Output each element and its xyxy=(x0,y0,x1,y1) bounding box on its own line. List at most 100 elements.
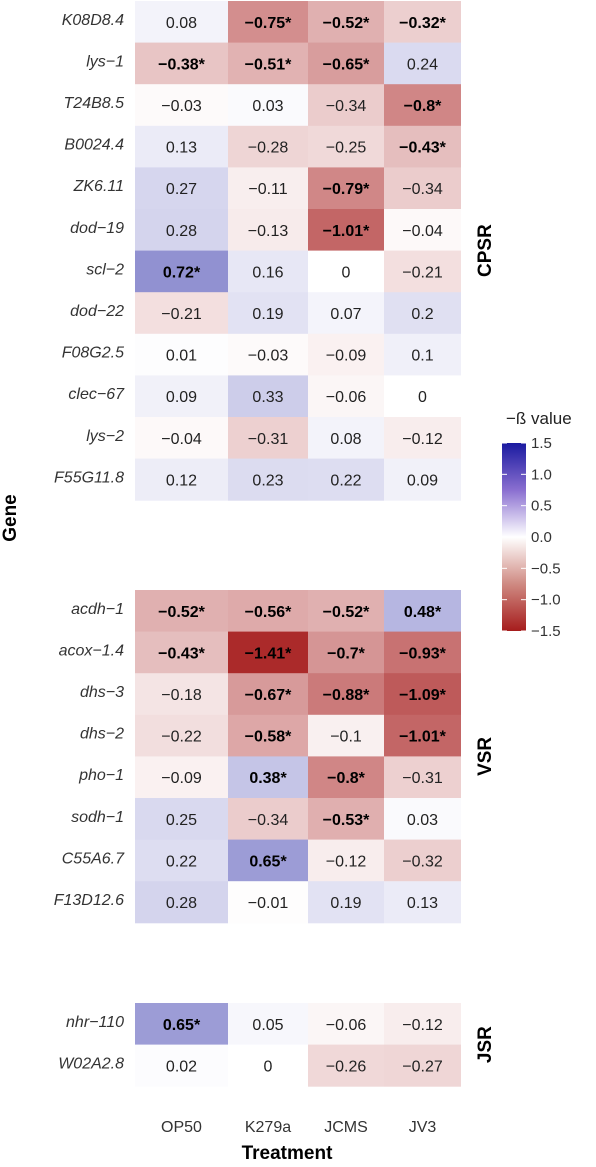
heatmap-cell xyxy=(135,1003,228,1046)
cell-value-label: 0.23 xyxy=(252,472,283,489)
cell-value-label: −0.53* xyxy=(323,812,370,829)
heatmap-cell xyxy=(135,125,228,168)
cell-value-label: 0.16 xyxy=(252,264,283,281)
cell-value-label: −0.21 xyxy=(402,264,443,281)
cell-value-label: −0.25 xyxy=(326,140,367,157)
heatmap-cell xyxy=(384,333,461,376)
heatmap-cell xyxy=(228,42,308,85)
heatmap-cell xyxy=(228,375,308,418)
gene-label: sodh−1 xyxy=(71,809,124,826)
heatmap-cell xyxy=(384,590,461,633)
colorbar-tick-label: 0.0 xyxy=(531,529,552,546)
heatmap-cell xyxy=(135,417,228,460)
heatmap-cell xyxy=(135,42,228,85)
cell-value-label: −1.41* xyxy=(245,645,292,662)
cell-value-label: −0.06 xyxy=(326,1017,367,1034)
cell-value-label: −0.12 xyxy=(402,431,443,448)
cell-value-label: 0.25 xyxy=(166,812,197,829)
cell-value-label: 0.48* xyxy=(404,604,442,621)
colorbar-tick-label: −1.0 xyxy=(531,592,561,609)
cell-value-label: 0.19 xyxy=(252,306,283,323)
cell-value-label: −0.12 xyxy=(402,1017,443,1034)
heatmap-cell xyxy=(135,839,228,882)
heatmap-cell xyxy=(228,417,308,460)
heatmap-cell xyxy=(308,1044,384,1087)
heatmap-cell xyxy=(228,167,308,210)
gene-label: acox−1.4 xyxy=(59,642,124,659)
heatmap-cell xyxy=(308,42,384,85)
cell-value-label: 0.13 xyxy=(407,895,438,912)
heatmap-cell xyxy=(135,292,228,335)
cell-value-label: 0.28 xyxy=(166,223,197,240)
heatmap-cell xyxy=(308,333,384,376)
heatmap-cell xyxy=(228,798,308,841)
heatmap-cell xyxy=(308,631,384,674)
gene-label: acdh−1 xyxy=(71,601,124,618)
heatmap-cell xyxy=(135,1044,228,1087)
heatmap-cell xyxy=(135,590,228,633)
cell-value-label: −0.65* xyxy=(323,56,370,73)
cell-value-label: −0.01 xyxy=(248,895,289,912)
cell-value-label: 0.38* xyxy=(249,770,287,787)
cell-value-label: −0.67* xyxy=(245,687,292,704)
heatmap-cell xyxy=(384,42,461,85)
cell-value-label: 0.22 xyxy=(166,853,197,870)
heatmap-cell xyxy=(308,167,384,210)
cell-value-label: −0.52* xyxy=(323,604,370,621)
cell-value-label: 0.72* xyxy=(163,264,201,281)
cell-value-label: −0.12 xyxy=(326,853,367,870)
heatmap-cell xyxy=(135,84,228,127)
colorbar-tick-label: −0.5 xyxy=(531,560,561,577)
legend-title: −ß value xyxy=(506,409,572,428)
cell-value-label: −0.7* xyxy=(327,645,366,662)
cell-value-label: −0.04 xyxy=(161,431,202,448)
cell-value-label: 0.03 xyxy=(407,812,438,829)
y-axis-title: Gene xyxy=(0,494,21,542)
cell-value-label: −0.1 xyxy=(330,729,362,746)
heatmap-cell xyxy=(384,756,461,799)
gene-labels: K08D8.4 lys−1 T24B8.5 B0024.4 ZK6.11 dod−19 sc… xyxy=(54,12,125,1073)
cell-value-label: −0.26 xyxy=(326,1058,367,1075)
heatmap-cell xyxy=(228,590,308,633)
heatmap-cell xyxy=(228,250,308,293)
heatmap-cell xyxy=(228,756,308,799)
colorbar-tick-label: 0.5 xyxy=(531,498,552,515)
heatmap-cell xyxy=(384,631,461,674)
cell-value-label: −0.32* xyxy=(399,15,446,32)
gene-label: C55A6.7 xyxy=(62,850,125,867)
cell-value-label: −0.34 xyxy=(402,181,443,198)
heatmap-cell xyxy=(384,1044,461,1087)
cell-value-label: 0.01 xyxy=(166,348,197,365)
heatmap-cell xyxy=(384,881,461,924)
treatment-tick-labels: OP50 K279a JCMS JV3 xyxy=(161,1119,436,1136)
heatmap-cell xyxy=(135,881,228,924)
heatmap-cell xyxy=(308,125,384,168)
cell-value-label: −0.51* xyxy=(245,56,292,73)
cell-value-label: 0.2 xyxy=(411,306,433,323)
cell-value-label: −0.09 xyxy=(161,770,202,787)
heatmap-cell xyxy=(228,673,308,716)
heatmap-cell xyxy=(135,798,228,841)
heatmap-cell xyxy=(308,250,384,293)
heatmap-cell xyxy=(135,250,228,293)
cell-value-label: 0.02 xyxy=(166,1058,197,1075)
gene-label: dhs−3 xyxy=(80,684,124,701)
heatmap-cell xyxy=(228,333,308,376)
gene-label: ZK6.11 xyxy=(73,178,124,195)
gene-label: W02A2.8 xyxy=(58,1055,124,1072)
treatment-tick-label: JV3 xyxy=(409,1119,437,1136)
cell-value-label: 0.05 xyxy=(252,1017,283,1034)
heatmap-cell xyxy=(135,756,228,799)
heatmap-cell xyxy=(384,839,461,882)
heatmap-cell xyxy=(135,333,228,376)
group-labels: CPSR VSR JSR xyxy=(475,224,496,1063)
cell-value-label: 0.12 xyxy=(166,472,197,489)
heatmap-cell xyxy=(384,167,461,210)
cell-value-label: −0.18 xyxy=(161,687,202,704)
heatmap-cell xyxy=(384,417,461,460)
cell-value-label: −1.01* xyxy=(399,729,446,746)
cell-value-label: 0.65* xyxy=(249,853,287,870)
cell-value-label: −0.28 xyxy=(248,140,289,157)
cell-value-label: −0.03 xyxy=(161,98,202,115)
